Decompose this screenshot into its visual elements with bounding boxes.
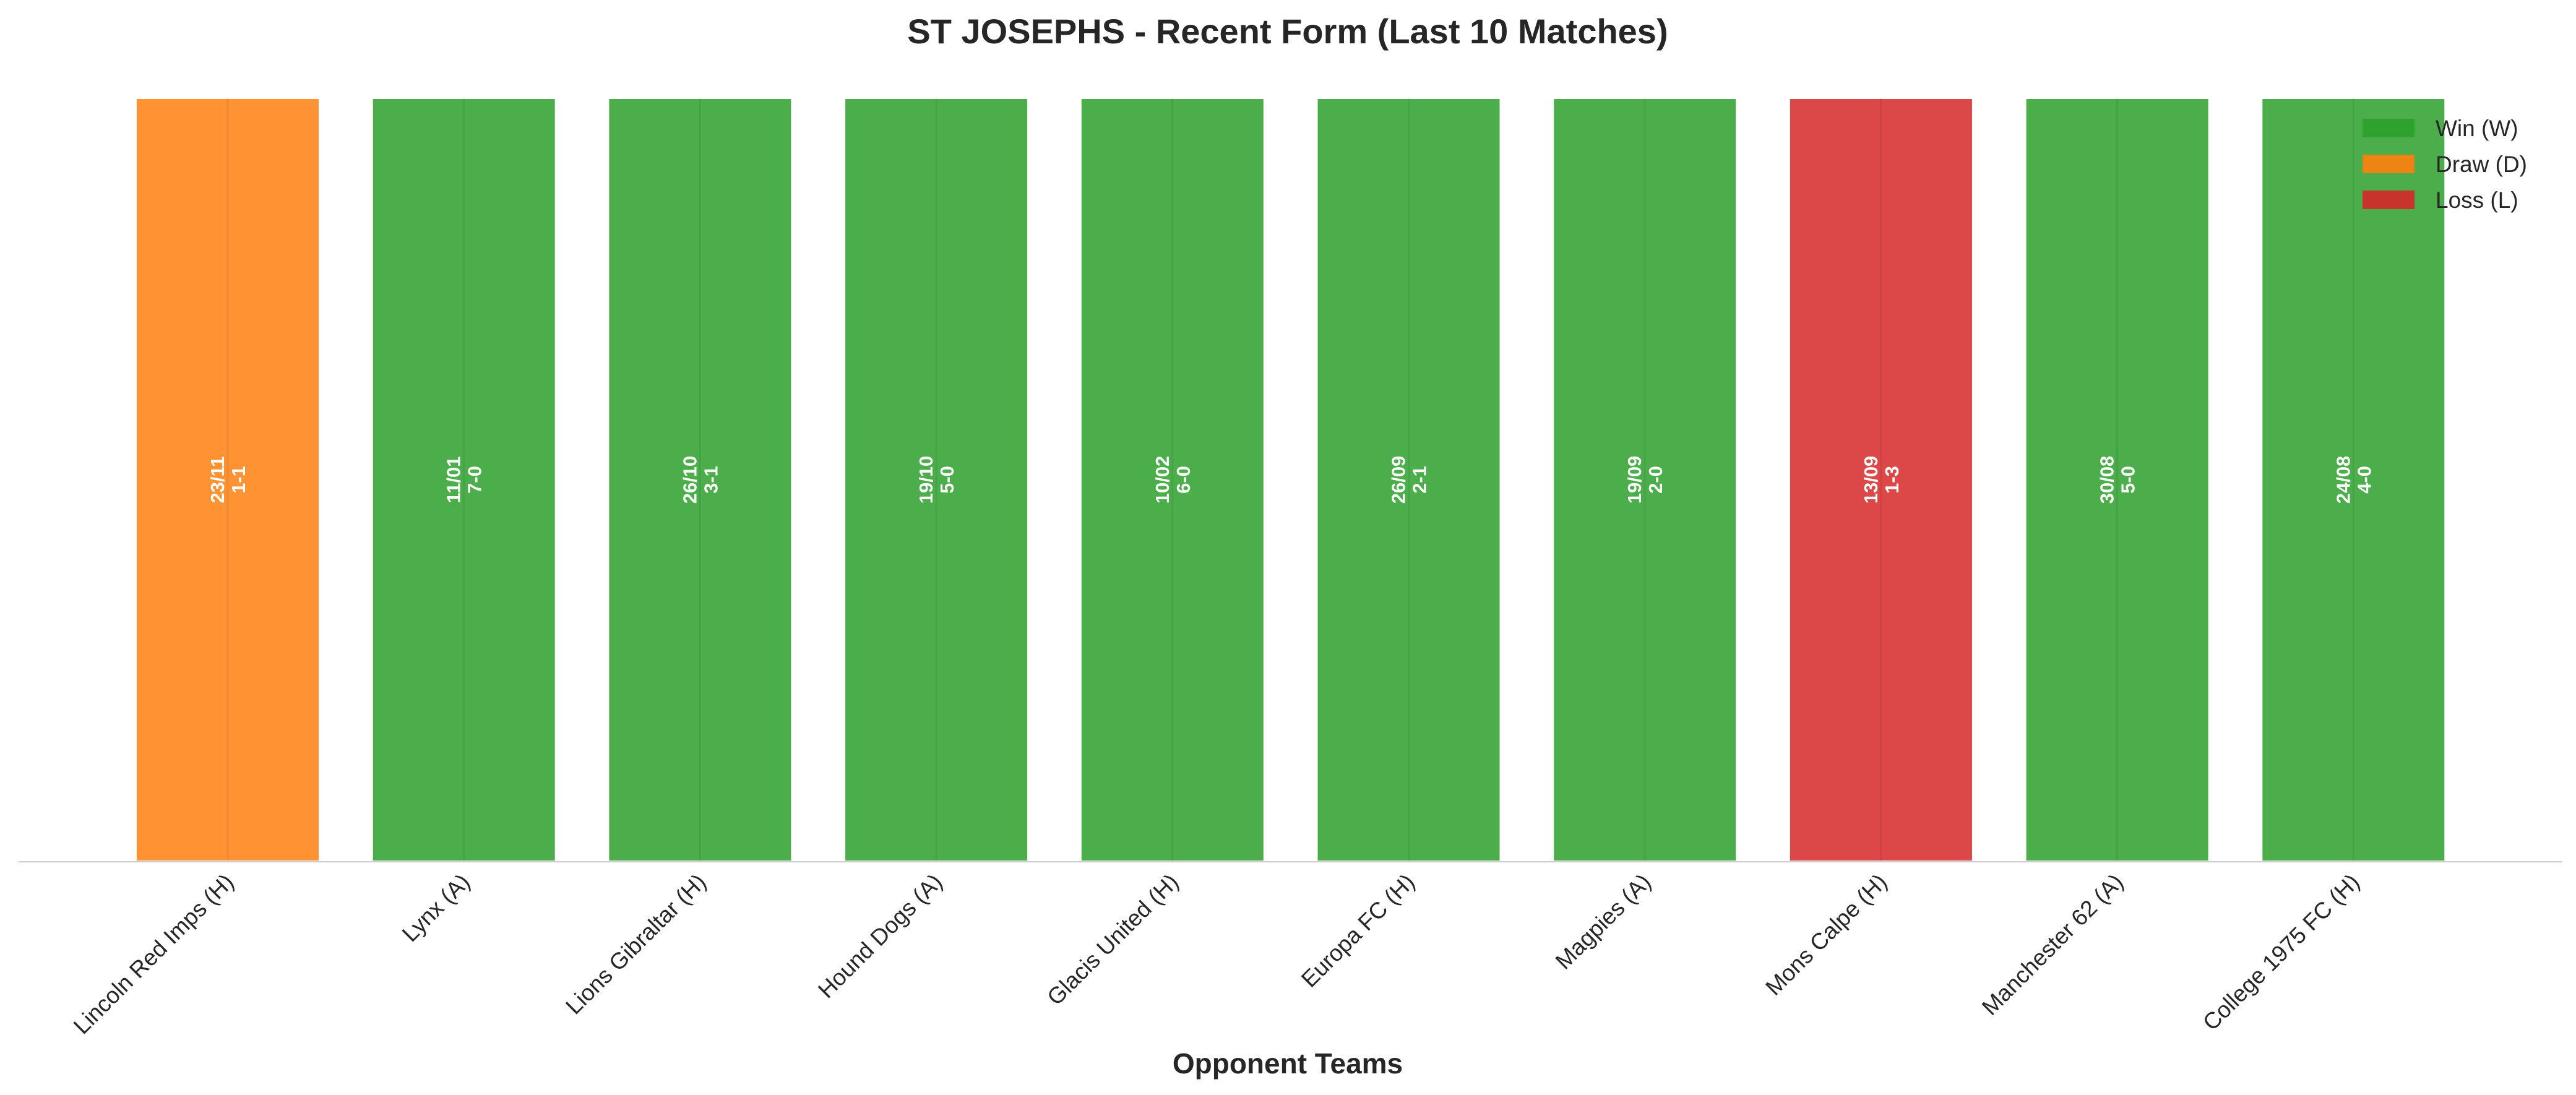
x-tick-label: Hound Dogs (A): [813, 869, 947, 1003]
bars-layer: 23/11 1-1 11/01 7-0 26/10 3-1 19/10 5-0 10/02 6-0…: [134, 97, 2447, 863]
bar-data-label: 10/02 6-0: [1152, 456, 1194, 504]
legend-swatch-d: [2363, 155, 2414, 173]
x-tick-labels: Lincoln Red Imps (H) Lynx (A) Lions Gibral…: [69, 869, 2364, 1039]
x-tick-label: College 1975 FC (H): [2198, 869, 2364, 1036]
bar-score-label: 2-0: [1645, 466, 1666, 494]
bar-date-label: 26/10: [679, 456, 700, 504]
bar-5: [1079, 97, 1266, 863]
bar-score-label: 5-0: [2117, 466, 2139, 494]
bar-10: [2260, 97, 2447, 863]
bar-score-label: 3-1: [700, 466, 722, 494]
bar-score-label: 2-1: [1409, 466, 1431, 494]
bar-data-label: 13/09 1-3: [1860, 456, 1903, 504]
bar-score-label: 1-3: [1881, 466, 1903, 494]
bar-data-label: 24/08 4-0: [2332, 456, 2375, 504]
bar-data-label: 11/01 7-0: [443, 457, 486, 504]
bar-4: [843, 97, 1030, 863]
bar-data-label: 23/11 1-1: [207, 457, 249, 504]
x-tick-label: Lions Gibraltar (H): [561, 869, 711, 1020]
bar-score-label: 4-0: [2353, 466, 2375, 494]
legend-label: Draw (D): [2436, 152, 2527, 177]
bar-date-label: 19/10: [915, 456, 937, 504]
x-tick-label: Manchester 62 (A): [1977, 869, 2128, 1020]
bar-date-label: 24/08: [2332, 456, 2354, 504]
x-tick-label: Europa FC (H): [1296, 869, 1419, 992]
bar-6: [1315, 97, 1502, 863]
x-axis-label: Opponent Teams: [1173, 1047, 1403, 1080]
bar-date-label: 10/02: [1152, 456, 1173, 504]
bar-data-label: 19/09 2-0: [1624, 456, 1666, 504]
x-tick-label: Lincoln Red Imps (H): [69, 869, 239, 1039]
x-tick-label: Glacis United (H): [1042, 869, 1183, 1010]
bar-1: [134, 97, 321, 863]
bar-3: [606, 97, 794, 863]
bar-date-label: 13/09: [1860, 456, 1882, 504]
bar-7: [1551, 97, 1739, 863]
legend-label: Loss (L): [2436, 187, 2518, 213]
bar-score-label: 5-0: [936, 466, 958, 494]
bar-score-label: 1-1: [228, 466, 249, 494]
legend: Win (W) Draw (D) Loss (L): [2363, 116, 2527, 213]
bar-data-label: 30/08 5-0: [2096, 456, 2139, 504]
x-tick-label: Magpies (A): [1551, 869, 1656, 974]
bar-data-label: 26/09 2-1: [1388, 456, 1431, 504]
x-tick-label: Mons Calpe (H): [1760, 869, 1892, 1000]
legend-swatch-l: [2363, 191, 2414, 209]
legend-label: Win (W): [2436, 116, 2518, 141]
bar-score-label: 7-0: [464, 466, 486, 494]
bar-date-label: 19/09: [1624, 456, 1645, 504]
bar-date-label: 11/01: [443, 457, 465, 504]
bar-score-label: 6-0: [1173, 466, 1194, 494]
x-tick-label: Lynx (A): [397, 869, 475, 947]
bar-2: [370, 97, 558, 863]
chart-title: ST JOSEPHS - Recent Form (Last 10 Matche…: [907, 12, 1668, 51]
bar-data-label: 26/10 3-1: [679, 456, 722, 504]
bar-data-label: 19/10 5-0: [915, 456, 958, 504]
legend-swatch-w: [2363, 119, 2414, 137]
bar-date-label: 30/08: [2096, 456, 2118, 504]
bar-date-label: 26/09: [1388, 456, 1410, 504]
bar-date-label: 23/11: [207, 457, 228, 504]
